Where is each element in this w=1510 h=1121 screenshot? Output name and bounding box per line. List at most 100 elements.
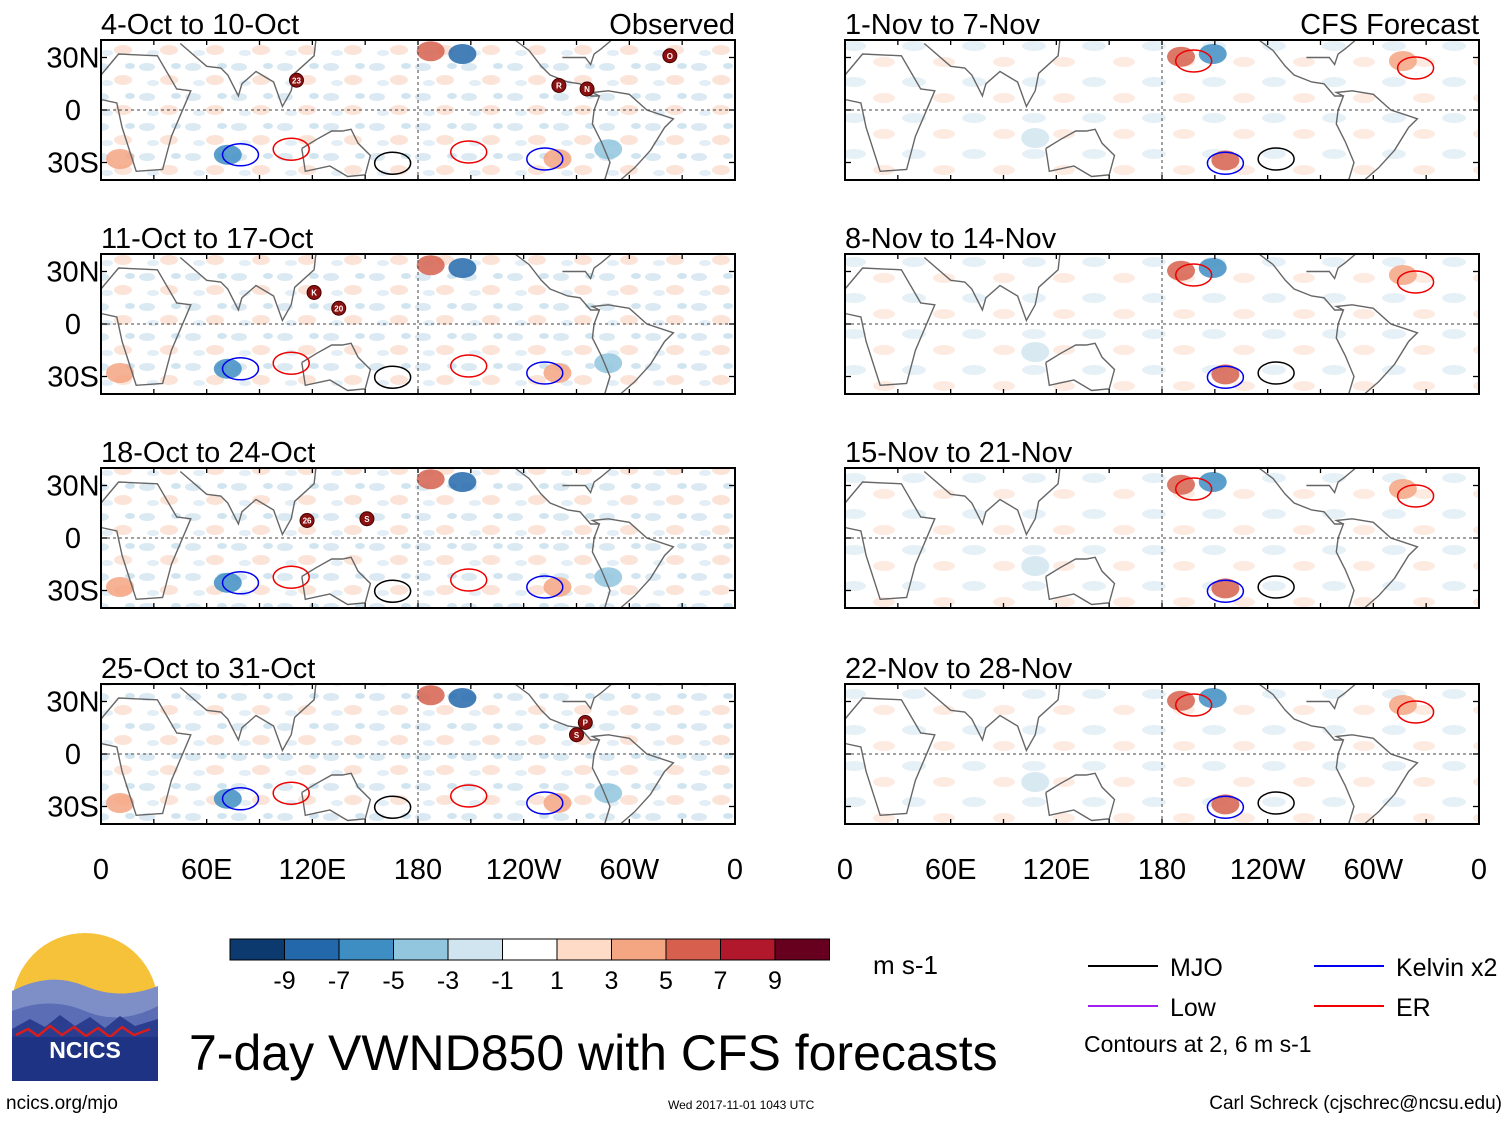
coastline: [589, 304, 675, 395]
legend-label: MJO: [1170, 954, 1223, 982]
anomaly-blob: [448, 688, 477, 708]
coastline: [562, 39, 613, 66]
coastline: [1258, 467, 1355, 609]
contour-line: [1257, 575, 1295, 599]
coastline: [1306, 253, 1357, 280]
anomaly-blob: [594, 567, 623, 588]
anomaly-blob: [594, 353, 623, 374]
anomaly-blob: [448, 258, 477, 278]
contour-line: [1396, 270, 1435, 294]
site-url-link[interactable]: ncics.org/mjo: [6, 1093, 118, 1114]
anomaly-blob: [1021, 556, 1050, 576]
contour-line: [272, 565, 310, 589]
coastline: [589, 518, 675, 609]
coastline: [1333, 90, 1419, 181]
y-tick-label: 30N: [46, 257, 99, 289]
x-tick-label: 0: [1471, 854, 1487, 886]
contour-line: [526, 147, 564, 171]
storm-label: O: [667, 52, 673, 61]
panel-title: 8-Nov to 14-Nov: [845, 223, 1057, 255]
legend-label: ER: [1396, 994, 1431, 1022]
contour-line: [526, 791, 564, 815]
anomaly-blob: [106, 149, 135, 169]
anomaly-blob: [1021, 772, 1050, 792]
contour-line: [449, 568, 488, 592]
coastline: [1045, 556, 1116, 606]
x-tick-label: 60E: [181, 854, 233, 886]
anomaly-blob: [416, 255, 445, 276]
coastline: [844, 53, 936, 173]
contour-line: [1206, 365, 1245, 389]
coastline: [100, 481, 192, 601]
coastline: [1306, 683, 1357, 710]
panel-title: 1-Nov to 7-Nov: [845, 9, 1041, 41]
logo-icon: NCICS: [12, 933, 158, 1081]
colorbar-swatch: [774, 938, 830, 961]
contour-line: [1174, 49, 1213, 73]
contour-line: [272, 137, 310, 161]
anomaly-blob: [1211, 150, 1240, 171]
colorbar-label: 3: [605, 967, 619, 995]
contour-line: [272, 351, 310, 375]
ncics-logo: NCICS: [10, 931, 160, 1086]
anomaly-blob: [1211, 364, 1240, 385]
x-tick-label: 60E: [925, 854, 977, 886]
legend-label: Low: [1170, 994, 1217, 1022]
coastline: [1258, 253, 1355, 395]
contour-line: [1206, 151, 1245, 175]
anomaly-blob: [1198, 472, 1227, 492]
anomaly-blob: [416, 41, 445, 62]
coastline: [179, 467, 317, 537]
y-tick-label: 0: [65, 95, 81, 127]
anomaly-blob: [213, 788, 242, 809]
coastline: [179, 683, 317, 753]
colorbar-label: -7: [328, 967, 350, 995]
coastline: [562, 683, 613, 710]
colorbar-swatch: [556, 938, 612, 961]
panel-title: 25-Oct to 31-Oct: [101, 653, 315, 685]
coastline: [844, 697, 936, 817]
coastline: [1333, 304, 1419, 395]
storm-marker: S: [359, 511, 375, 527]
storm-label: 20: [334, 304, 343, 313]
contour-line: [449, 354, 488, 378]
coastline: [1333, 518, 1419, 609]
contour-line: [221, 143, 260, 167]
x-axis-right: 0 60E 120E 180 120W 60W 0: [837, 854, 1487, 886]
coastline: [301, 772, 372, 822]
panel-title: 18-Oct to 24-Oct: [101, 437, 315, 469]
coastline: [1045, 772, 1116, 822]
contour-line: [526, 575, 564, 599]
timestamp: Wed 2017-11-01 1043 UTC: [668, 1098, 815, 1112]
anomaly-blob: [543, 793, 572, 813]
storm-label: S: [364, 515, 370, 524]
colorbar-label: 1: [550, 967, 564, 995]
anomaly-blob: [1211, 794, 1240, 815]
x-tick-label: 120W: [486, 854, 562, 886]
coastline: [1045, 342, 1116, 392]
coastline: [844, 267, 936, 387]
storm-marker: N: [579, 81, 595, 97]
x-tick-label: 120E: [1022, 854, 1090, 886]
storm-marker: K: [306, 285, 322, 300]
contour-line: [526, 361, 564, 385]
anomaly-blob: [448, 44, 477, 64]
colorbar-label: 7: [714, 967, 728, 995]
contour-line: [1396, 700, 1435, 724]
coastline: [923, 39, 1061, 109]
author-credit: Carl Schreck (cjschrec@ncsu.edu): [1209, 1093, 1502, 1114]
contour-line: [1257, 147, 1295, 171]
coastline: [1258, 683, 1355, 825]
storm-label: K: [311, 289, 317, 298]
coastline: [562, 467, 613, 494]
coastline: [923, 683, 1061, 753]
x-axis-left: 0 60E 120E 180 120W 60W 0: [93, 854, 743, 886]
contour-line: [1206, 795, 1245, 819]
contour-line: [221, 357, 260, 381]
storm-label: N: [584, 85, 590, 94]
panel-8: 22-Nov to 28-Nov: [844, 653, 1480, 825]
colorbar-label: 9: [768, 967, 782, 995]
contour-line: [1174, 263, 1213, 287]
figure-title: 7-day VWND850 with CFS forecasts: [189, 1025, 998, 1081]
y-tick-label: 30S: [47, 362, 99, 394]
